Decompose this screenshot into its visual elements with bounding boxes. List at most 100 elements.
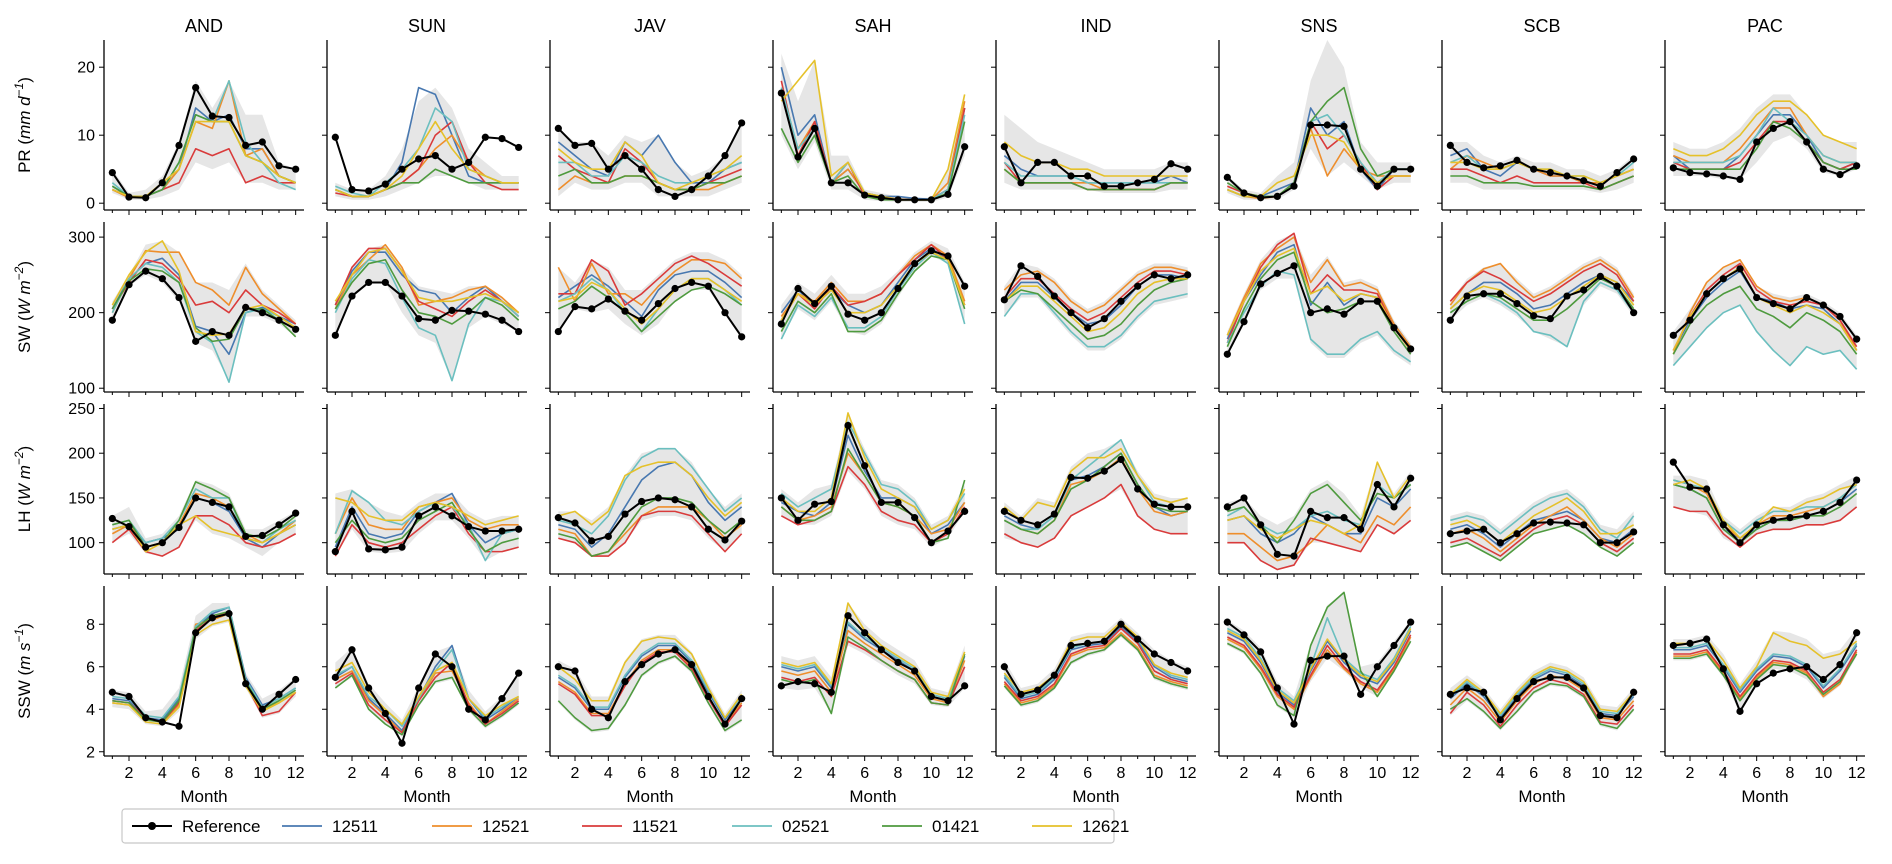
reference-point (142, 543, 150, 551)
series-line-12521 (781, 629, 966, 704)
reference-point (1100, 182, 1108, 190)
y-axis-label-exponent: −1 (12, 83, 26, 97)
reference-point (861, 316, 869, 324)
series-line-12621 (781, 602, 966, 698)
reference-point (794, 284, 802, 293)
reference-point (894, 196, 902, 204)
legend-item-12521: 12521 (432, 817, 529, 836)
reference-point (638, 316, 646, 324)
y-axis-label-unit: m s (15, 642, 34, 670)
series-line-01421 (1449, 682, 1635, 730)
reference-point (348, 646, 356, 654)
column-title-and: AND (185, 16, 223, 36)
reference-point (1340, 122, 1348, 130)
reference-point (175, 141, 183, 149)
x-axis-label: Month (1295, 787, 1342, 806)
reference-point (1117, 620, 1125, 628)
x-tick-label: 10 (476, 765, 494, 782)
x-tick-label: 8 (1563, 765, 1572, 782)
reference-point (158, 539, 166, 547)
reference-point (604, 714, 612, 722)
series-line-12511 (1673, 644, 1858, 694)
y-tick-label: 200 (68, 305, 95, 322)
reference-point (1769, 669, 1777, 677)
column-title-sns: SNS (1300, 16, 1337, 36)
reference-point (292, 509, 300, 517)
series-line-12621 (557, 636, 743, 719)
reference-point (1407, 618, 1415, 626)
reference-point (944, 252, 952, 260)
reference-point (1390, 503, 1398, 511)
spread-band (112, 80, 296, 200)
reference-point (275, 162, 283, 170)
reference-point (1596, 182, 1604, 190)
reference-point (1580, 521, 1588, 529)
reference-point (844, 612, 852, 620)
reference-point (638, 165, 646, 173)
reference-point (142, 714, 150, 722)
reference-point (827, 497, 835, 506)
x-tick-label: 6 (1752, 765, 1761, 782)
reference-point (621, 152, 629, 160)
series-line-01421 (1673, 483, 1858, 544)
reference-point (654, 494, 662, 502)
reference-point (1853, 335, 1861, 343)
reference-point (571, 667, 579, 675)
reference-point (1753, 138, 1761, 146)
x-tick-label: 6 (1083, 765, 1092, 782)
y-axis-label-exponent: −2 (12, 451, 26, 465)
reference-point (1067, 309, 1075, 317)
reference-point (331, 673, 339, 681)
series-line-reference (1226, 621, 1412, 726)
y-tick-label: 0 (86, 196, 95, 213)
x-tick-label: 10 (1591, 765, 1609, 782)
reference-point (331, 331, 339, 339)
reference-point (1513, 530, 1521, 538)
series-line-02521 (1226, 617, 1412, 702)
reference-point (588, 705, 596, 713)
reference-point (292, 165, 300, 173)
x-tick-label: 12 (287, 765, 305, 782)
series-line-11521 (1226, 634, 1412, 708)
reference-point (604, 295, 612, 303)
x-tick-label: 6 (1529, 765, 1538, 782)
reference-point (365, 278, 373, 287)
reference-point (381, 709, 389, 718)
reference-point (1150, 500, 1158, 508)
reference-point (604, 532, 612, 541)
x-axis-label: Month (180, 787, 227, 806)
reference-point (944, 527, 952, 535)
series-line-11521 (558, 255, 743, 306)
y-axis-label-pr: PR (mm d−1) (12, 77, 34, 173)
reference-point (1480, 688, 1488, 696)
reference-point (498, 316, 506, 324)
spread-band (558, 121, 742, 197)
legend-item-reference: Reference (132, 817, 260, 836)
reference-point (1223, 503, 1231, 511)
x-tick-label: 2 (794, 765, 803, 782)
reference-point (1290, 182, 1298, 190)
series-line-11521 (1003, 483, 1188, 548)
reference-point (1513, 156, 1521, 164)
reference-point (1703, 635, 1711, 643)
reference-point (738, 333, 746, 341)
reference-point (1307, 656, 1315, 664)
reference-point (1530, 519, 1538, 527)
reference-point (927, 247, 935, 255)
reference-point (554, 663, 562, 671)
column-titles: AND SUN JAV SAH IND SNS SCB PAC (185, 16, 1783, 36)
reference-point (331, 133, 339, 141)
reference-point (258, 138, 266, 146)
reference-point (1273, 684, 1281, 692)
reference-point (1613, 282, 1621, 290)
reference-point (1307, 121, 1315, 129)
series-line-01421 (334, 501, 519, 553)
reference-point (448, 306, 456, 314)
reference-point (1836, 498, 1844, 507)
reference-point (192, 494, 200, 502)
x-tick-label: 6 (637, 765, 646, 782)
reference-point (431, 650, 439, 658)
panel-sw-sun (322, 222, 527, 397)
reference-point (588, 305, 596, 313)
reference-point (704, 282, 712, 290)
